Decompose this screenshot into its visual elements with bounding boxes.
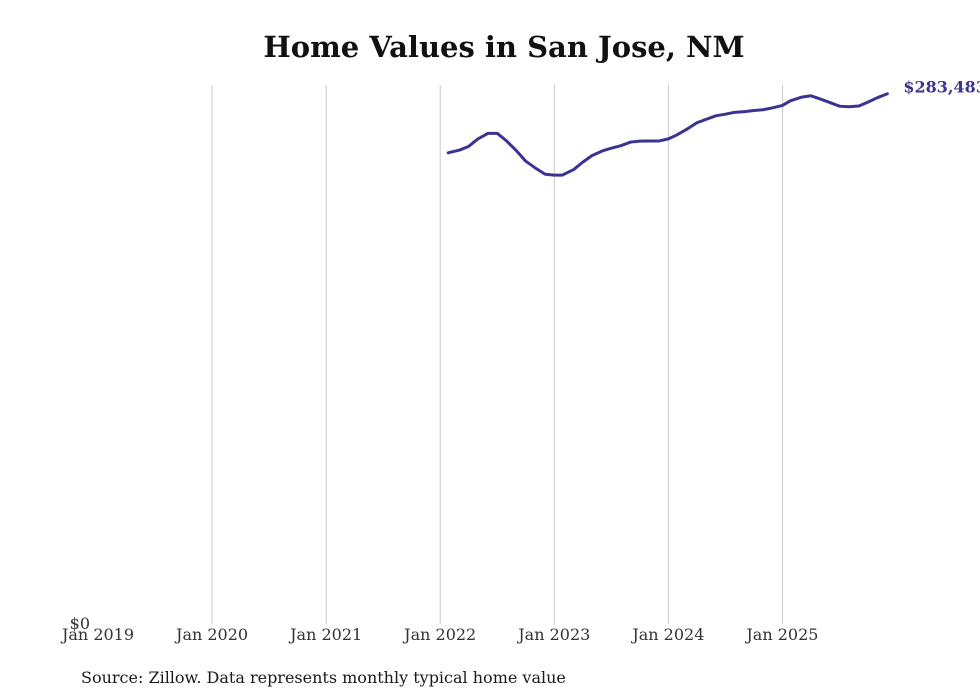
end-value-label: $283,483	[903, 78, 980, 97]
series-layer	[446, 92, 889, 177]
x-tick-label: Jan 2021	[288, 625, 362, 644]
x-tick-label: Jan 2025	[744, 625, 818, 644]
x-tick-label: Jan 2022	[402, 625, 476, 644]
x-tick-label: Jan 2019	[60, 625, 134, 644]
x-tick-label: Jan 2024	[630, 625, 704, 644]
y-axis-tick-labels: $0	[70, 614, 90, 633]
x-axis-tick-labels: Jan 2019 Jan 2020 Jan 2021 Jan 2022 Jan 2023…	[60, 625, 818, 644]
y-tick-label: $0	[70, 614, 90, 633]
series-line	[446, 92, 889, 177]
x-tick-label: Jan 2020	[174, 625, 248, 644]
grid-lines	[211, 85, 783, 624]
source-note: Source: Zillow. Data represents monthly …	[81, 668, 566, 687]
x-tick-label: Jan 2023	[516, 625, 590, 644]
chart-title: Home Values in San Jose, NM	[263, 30, 745, 64]
